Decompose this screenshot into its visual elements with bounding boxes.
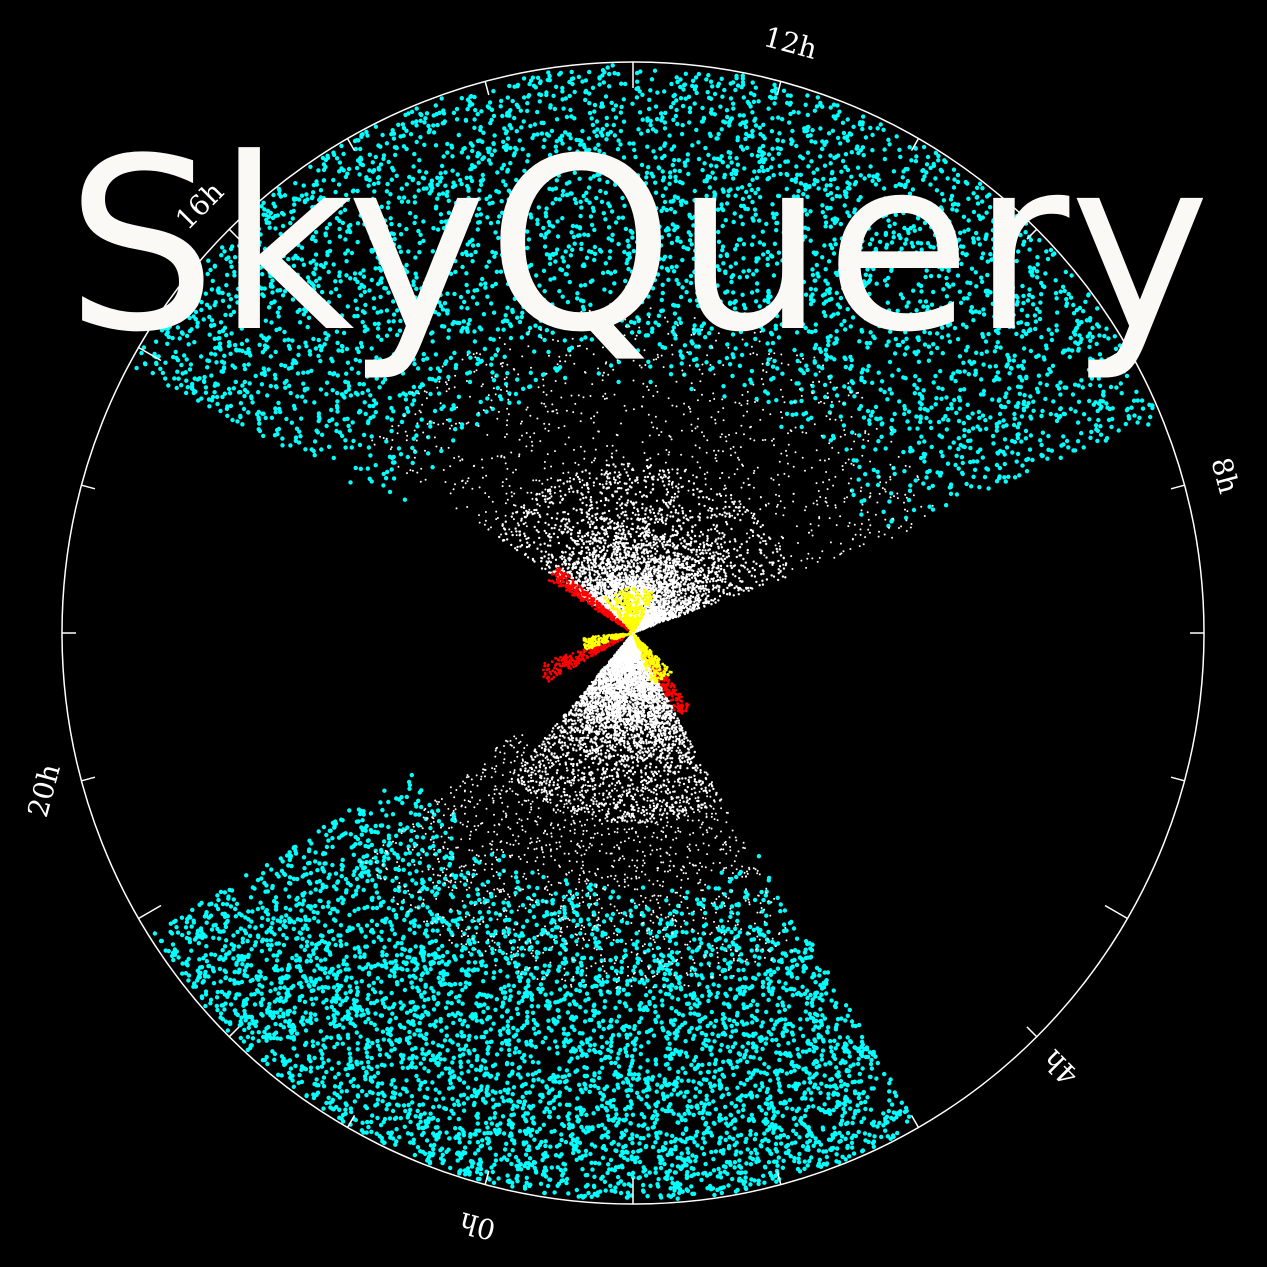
skyquery-logo: SkyQuery	[66, 108, 1211, 385]
white-points-core-lower	[510, 631, 722, 824]
hour-tick	[138, 904, 162, 920]
hour-tick	[484, 1170, 490, 1185]
hour-tick	[228, 228, 240, 240]
red-points-left-edge	[542, 635, 626, 683]
yellow-points-center-lower	[632, 633, 673, 684]
hour-tick	[1104, 346, 1128, 362]
hour-tick	[81, 484, 96, 490]
galaxy-points	[134, 63, 1155, 1201]
white-points-halo-lower	[360, 734, 794, 993]
hour-tick	[484, 81, 490, 96]
hour-tick	[776, 81, 782, 96]
hour-tick	[1104, 904, 1128, 920]
hour-tick	[910, 1115, 920, 1128]
hour-tick	[81, 776, 96, 782]
red-points-upper-edge	[547, 567, 631, 632]
hour-tick	[910, 138, 920, 151]
hour-tick	[1026, 228, 1038, 240]
hour-tick	[1170, 776, 1185, 782]
hour-tick	[346, 138, 356, 151]
hour-tick	[1026, 1026, 1038, 1038]
yellow-points-center-upper	[603, 586, 654, 633]
hour-tick	[346, 1115, 356, 1128]
hour-tick	[228, 1026, 240, 1038]
hour-ticks	[62, 62, 1204, 1204]
hour-tick	[1170, 484, 1185, 490]
yellow-points-center-left	[582, 631, 633, 651]
hour-tick	[138, 346, 162, 362]
cyan-points-lower	[152, 772, 912, 1201]
cyan-points-upper	[134, 63, 1155, 529]
hour-tick	[776, 1170, 782, 1185]
